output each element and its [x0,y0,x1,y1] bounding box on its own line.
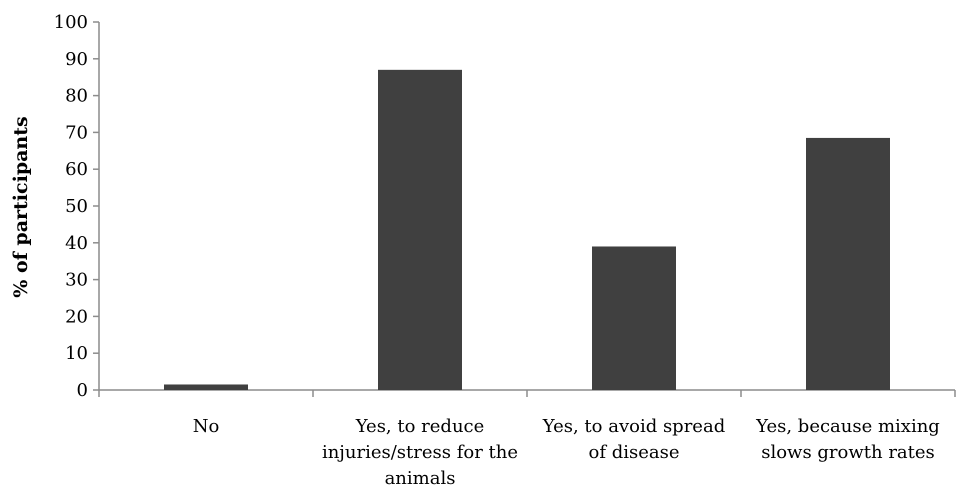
y-tick-label: 60 [65,159,88,180]
y-tick-label: 30 [65,270,88,291]
x-category-label: Yes, because mixing slows growth rates [755,416,940,463]
bar [378,69,462,390]
bar [806,137,890,390]
y-tick-label: 10 [65,343,88,364]
x-category-label-line: of disease [588,442,679,463]
x-category-label-line: injuries/stress for the [322,442,518,463]
y-tick-label: 20 [65,306,88,327]
y-axis-title: % of participants [10,116,32,297]
x-category-label: Yes, to avoid spread of disease [542,416,725,463]
y-tick-label: 70 [65,122,88,143]
x-category-label-line: No [193,416,220,437]
y-axis: 0 10 20 30 40 50 60 70 80 90 100 [54,12,100,401]
bars [164,69,890,390]
x-category-label-line: Yes, to reduce [355,416,485,437]
y-tick-label: 0 [77,380,88,401]
x-category-label-line: animals [385,468,456,489]
y-tick-label: 40 [65,233,88,254]
y-tick-label: 90 [65,49,88,70]
x-category-label-line: Yes, to avoid spread [542,416,725,437]
x-axis: No Yes, to reduce injuries/stress for the a… [98,389,956,489]
x-category-label: No [193,416,220,437]
y-tick-label: 50 [65,196,88,217]
x-category-label: Yes, to reduce injuries/stress for the ani… [322,416,518,489]
x-category-label-line: slows growth rates [761,442,935,463]
x-category-label-line: Yes, because mixing [755,416,940,437]
bar [164,384,248,390]
y-tick-label: 100 [54,12,88,33]
y-tick-label: 80 [65,86,88,107]
bar [592,246,676,390]
